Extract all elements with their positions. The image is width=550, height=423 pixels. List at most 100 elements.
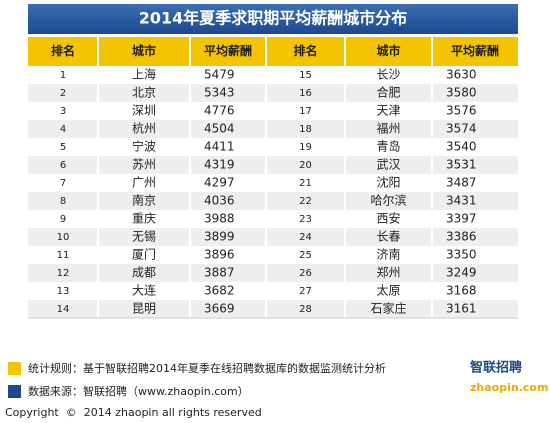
header-cell: 排名 (293, 43, 317, 58)
cell: 深圳 (132, 104, 156, 118)
cell: 12 (57, 268, 70, 279)
cell: 3249 (446, 266, 477, 280)
cell: 3431 (446, 194, 477, 208)
cell: 4 (60, 124, 66, 135)
cell: 22 (299, 196, 312, 207)
rule-text: 统计规则：基于智联招聘2014年夏季在线招聘数据库的数据监测统计分析 (28, 361, 386, 375)
cell: 3887 (204, 266, 235, 280)
cell: 石家庄 (370, 301, 406, 316)
cell: 3988 (204, 212, 235, 226)
cell: 青岛 (376, 139, 400, 154)
header-cell: 平均薪酬 (204, 43, 252, 58)
row-bg (28, 192, 518, 210)
row-bg (28, 102, 518, 120)
row-bg (28, 66, 518, 84)
row-bg (28, 138, 518, 156)
logo-site: zhaopin.com (470, 381, 548, 394)
cell: 21 (299, 178, 312, 189)
header-cell: 城市 (376, 43, 400, 58)
cell: 6 (60, 160, 66, 171)
cell: 17 (299, 106, 312, 117)
cell: 长春 (376, 230, 400, 244)
cell: 上海 (132, 67, 156, 82)
row-bg (28, 84, 518, 102)
cell: 宁波 (132, 139, 156, 154)
source-marker (8, 385, 21, 398)
cell: 3 (60, 106, 66, 117)
cell: 苏州 (132, 158, 156, 172)
row-bg (28, 282, 518, 300)
cell: 哈尔滨 (370, 193, 406, 208)
cell: 成都 (132, 266, 156, 280)
cell: 大连 (132, 283, 156, 298)
row-bg (28, 246, 518, 264)
cell: 西安 (376, 211, 400, 226)
cell: 15 (299, 70, 312, 81)
row-bg (28, 210, 518, 228)
row-bg (28, 156, 518, 174)
cell: 5479 (204, 68, 235, 82)
cell: 13 (57, 286, 70, 297)
cell: 9 (60, 214, 66, 225)
cell: 合肥 (376, 85, 400, 100)
header-cell: 平均薪酬 (451, 43, 499, 58)
header-cell: 城市 (132, 43, 156, 58)
cell: 3682 (204, 284, 235, 298)
cell: 3630 (446, 68, 477, 82)
cell: 28 (299, 304, 312, 315)
cell: 2 (60, 88, 66, 99)
cell: 南京 (132, 193, 156, 208)
cell: 长沙 (376, 68, 400, 82)
cell: 3574 (446, 122, 477, 136)
cell: 重庆 (132, 212, 156, 226)
cell: 太原 (376, 283, 400, 298)
cell: 27 (299, 286, 312, 297)
cell: 4411 (204, 140, 235, 154)
cell: 5343 (204, 86, 235, 100)
cell: 3896 (204, 248, 235, 262)
cell: 北京 (132, 86, 156, 100)
cell: 26 (299, 268, 312, 279)
header-row (28, 37, 518, 66)
cell: 3161 (446, 302, 477, 316)
cell: 沈阳 (376, 175, 400, 190)
header-cell: 排名 (51, 43, 75, 58)
cell: 19 (299, 142, 312, 153)
row-bg (28, 174, 518, 192)
cell: 3669 (204, 302, 235, 316)
row-bg (28, 120, 518, 138)
cell: 7 (60, 178, 66, 189)
cell: 郑州 (376, 265, 400, 280)
title-bar (28, 4, 518, 34)
logo-brand: 智联招聘 (470, 360, 522, 376)
cell: 杭州 (132, 121, 156, 136)
cell: 福州 (376, 121, 400, 136)
cell: 4776 (204, 104, 235, 118)
cell: 14 (57, 304, 70, 315)
cell: 3576 (446, 104, 477, 118)
row-bg (28, 228, 518, 246)
source-text: 数据来源：智联招聘（www.zhaopin.com） (28, 384, 249, 398)
cell: 3386 (446, 230, 477, 244)
cell: 23 (299, 214, 312, 225)
row-bg (28, 264, 518, 282)
cell: 无锡 (132, 229, 156, 244)
cell: 4036 (204, 194, 235, 208)
cell: 3899 (204, 230, 235, 244)
cell: 5 (60, 142, 66, 153)
cell: 广州 (132, 176, 156, 190)
cell: 18 (299, 124, 312, 135)
cell: 10 (57, 232, 70, 243)
cell: 20 (299, 160, 312, 171)
cell: 昆明 (132, 302, 156, 316)
cell: 3531 (446, 158, 477, 172)
cell: 3540 (446, 140, 477, 154)
cell: 武汉 (376, 158, 400, 172)
cell: 11 (57, 250, 70, 261)
cell: 3580 (446, 86, 477, 100)
cell: 3168 (446, 284, 477, 298)
cell: 25 (299, 250, 312, 261)
cell: 4319 (204, 158, 235, 172)
